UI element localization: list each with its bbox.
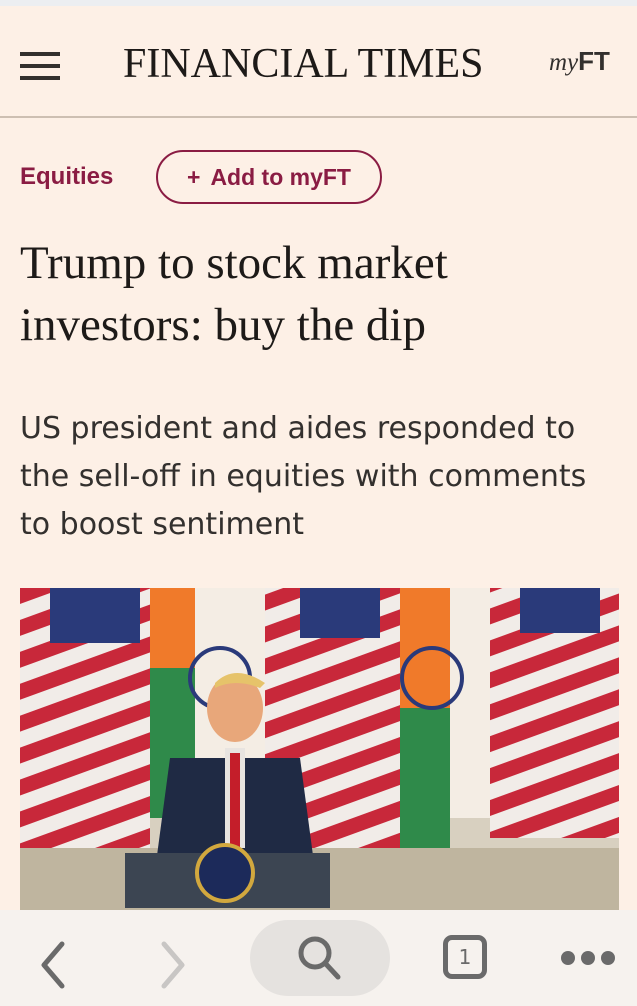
more-icon[interactable] — [560, 948, 616, 968]
article-title: Trump to stock market investors: buy the… — [20, 237, 448, 351]
topic-link[interactable]: Equities — [20, 163, 114, 190]
add-to-myft-button[interactable]: + Add to myFT — [156, 150, 382, 204]
myft-link[interactable]: myFT — [549, 46, 610, 77]
forward-icon[interactable] — [158, 940, 188, 990]
plus-icon: + — [187, 163, 201, 190]
status-strip — [0, 0, 637, 6]
search-icon — [298, 936, 341, 980]
article-photo — [20, 588, 619, 918]
myft-prefix: my — [549, 49, 579, 76]
tabs-button[interactable]: 1 — [443, 935, 487, 979]
add-to-myft-label: Add to myFT — [210, 163, 351, 190]
back-icon[interactable] — [38, 940, 68, 990]
article-standfirst: US president and aides responded to the … — [20, 411, 587, 542]
menu-icon[interactable] — [20, 52, 60, 82]
ft-logo[interactable]: FINANCIAL TIMES — [123, 41, 484, 87]
myft-suffix: FT — [578, 46, 610, 76]
site-header: FINANCIAL TIMES myFT — [0, 6, 637, 118]
search-button[interactable] — [250, 920, 390, 996]
browser-toolbar: 1 — [0, 910, 637, 1006]
photo-illustration — [20, 588, 619, 918]
